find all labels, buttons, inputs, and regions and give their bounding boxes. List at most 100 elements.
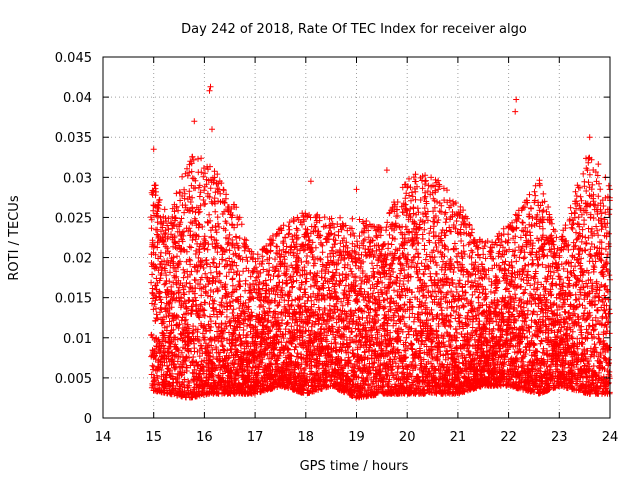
- data-point: [406, 314, 413, 321]
- data-point: [158, 228, 164, 235]
- data-point: [171, 233, 178, 240]
- data-point: [149, 285, 156, 292]
- data-point: [179, 314, 186, 321]
- data-point: [186, 354, 193, 361]
- data-point: [189, 194, 196, 201]
- data-point: [396, 317, 403, 324]
- data-point: [212, 208, 219, 215]
- data-point: [418, 260, 425, 267]
- data-point: [211, 195, 218, 202]
- data-point: [196, 193, 203, 200]
- data-point: [173, 268, 180, 275]
- data-point: [152, 251, 159, 258]
- data-point: [170, 254, 177, 261]
- data-point: [421, 242, 428, 249]
- data-point: [173, 190, 180, 197]
- data-point: [229, 275, 236, 282]
- data-point: [148, 225, 155, 232]
- data-point: [191, 345, 198, 352]
- data-point: [325, 284, 332, 291]
- data-point: [319, 249, 326, 256]
- data-point: [149, 191, 156, 198]
- data-point: [319, 242, 326, 249]
- data-point: [164, 222, 171, 229]
- data-point: [157, 289, 163, 296]
- data-point: [153, 350, 160, 357]
- data-point: [206, 211, 213, 218]
- data-point: [207, 185, 214, 192]
- data-point: [172, 214, 179, 221]
- data-point: [163, 294, 170, 301]
- data-point: [164, 362, 170, 369]
- data-point: [209, 259, 216, 266]
- data-point: [167, 269, 173, 276]
- data-point: [154, 219, 161, 226]
- data-point: [304, 253, 310, 259]
- data-point: [165, 226, 172, 233]
- data-point: [187, 228, 194, 235]
- data-point: [402, 195, 409, 202]
- data-point: [349, 329, 355, 335]
- data-point: [175, 207, 182, 214]
- data-point: [173, 204, 180, 211]
- data-point: [170, 326, 177, 333]
- data-point: [186, 193, 193, 200]
- data-point: [186, 379, 193, 386]
- data-point: [178, 215, 185, 222]
- data-point: [349, 215, 356, 222]
- data-point: [216, 224, 222, 230]
- data-point: [386, 231, 393, 238]
- data-point: [177, 383, 184, 390]
- data-point: [186, 256, 193, 263]
- data-point: [169, 370, 175, 377]
- data-point: [180, 232, 187, 239]
- data-point: [148, 371, 155, 378]
- data-point: [286, 219, 293, 226]
- data-point: [181, 361, 187, 368]
- data-point: [383, 224, 390, 231]
- data-point: [153, 212, 160, 219]
- data-point: [162, 227, 169, 234]
- data-point: [337, 214, 344, 221]
- data-point: [195, 155, 201, 162]
- data-point: [184, 321, 191, 328]
- data-point: [158, 367, 165, 373]
- data-point: [187, 199, 194, 205]
- data-point: [152, 263, 159, 270]
- data-point: [307, 283, 314, 290]
- data-point: [154, 375, 161, 382]
- data-point: [157, 253, 164, 260]
- data-point: [165, 233, 171, 240]
- data-point: [163, 371, 170, 378]
- data-point: [198, 155, 205, 162]
- data-point: [181, 186, 188, 193]
- data-points: [147, 83, 613, 401]
- data-point: [220, 346, 227, 353]
- data-point: [153, 305, 159, 312]
- data-point: [171, 274, 178, 281]
- data-point: [154, 231, 161, 238]
- data-point: [408, 189, 415, 196]
- data-point: [152, 297, 159, 304]
- data-point: [234, 221, 241, 228]
- data-point: [210, 256, 217, 262]
- data-point: [186, 188, 193, 195]
- data-point: [151, 301, 158, 308]
- data-point: [181, 190, 188, 197]
- data-point: [274, 273, 281, 280]
- data-point: [179, 238, 186, 245]
- data-point: [180, 274, 187, 281]
- data-point: [182, 320, 188, 327]
- data-point: [164, 323, 171, 330]
- data-point: [385, 240, 392, 247]
- data-point: [168, 231, 174, 238]
- data-point: [174, 253, 180, 260]
- data-point: [285, 223, 292, 230]
- data-point: [241, 236, 248, 243]
- data-point: [165, 355, 172, 362]
- data-point: [171, 208, 178, 215]
- data-point: [164, 245, 171, 252]
- data-point: [180, 228, 187, 235]
- data-point: [427, 273, 434, 280]
- data-point: [242, 277, 249, 284]
